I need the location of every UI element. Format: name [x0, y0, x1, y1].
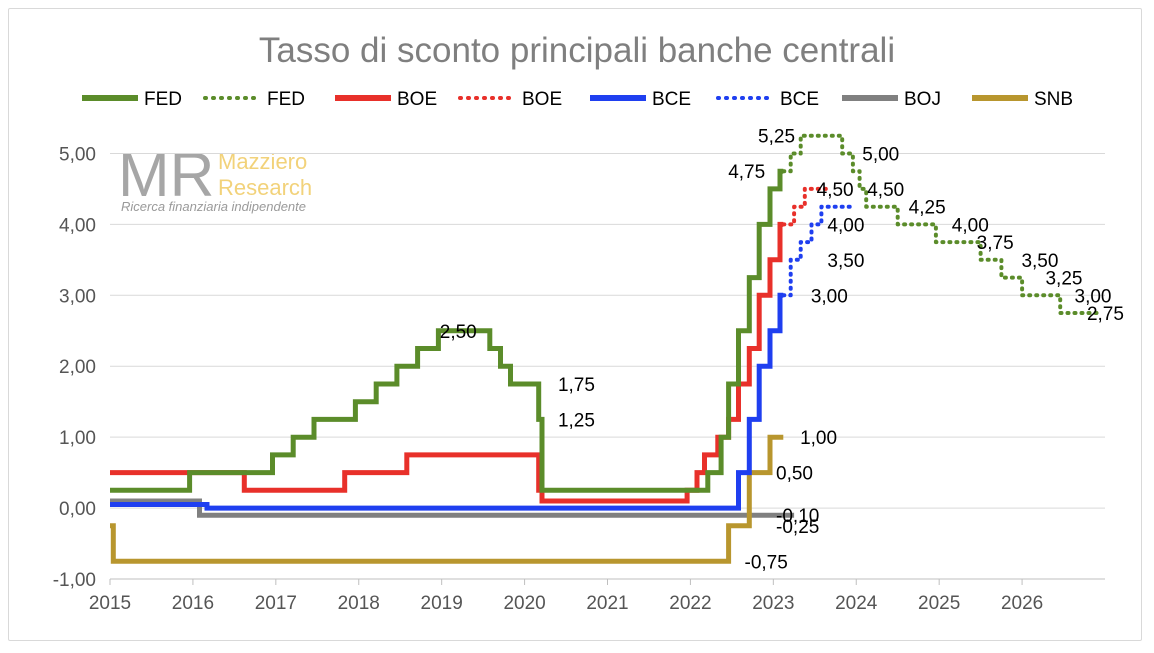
legend-label-fed: FED — [267, 89, 305, 110]
watermark-name-line1: Mazziero — [218, 149, 307, 174]
watermark-monogram: MR — [118, 141, 214, 210]
chart-title: Tasso di sconto principali banche centra… — [259, 31, 895, 70]
y-axis: -1,00 0,00 1,00 2,00 3,00 4,00 5,00 — [53, 144, 96, 591]
x-tick-label: 2025 — [918, 593, 960, 614]
x-tick-label: 2016 — [172, 593, 214, 614]
y-tick-label: 2,00 — [59, 357, 96, 378]
data-label: 1,75 — [558, 375, 595, 396]
x-tick-label: 2024 — [835, 593, 878, 614]
data-label: 4,50 — [817, 180, 854, 201]
legend-label-boe: BOE — [522, 89, 562, 110]
series-lines — [110, 133, 1099, 564]
series-boj-solid — [110, 498, 795, 518]
annotations: 5,255,004,754,50 4,504,254,00 4,003,753,50… — [440, 127, 1124, 574]
legend: FED FED BOE BOE BCE BCE BOJ SNB — [82, 89, 1073, 110]
data-label: 3,00 — [811, 286, 848, 307]
x-tick-label: 2026 — [1001, 593, 1043, 614]
y-tick-label: 4,00 — [59, 215, 96, 236]
series-fed-solid — [110, 168, 784, 493]
y-tick-label: 5,00 — [59, 144, 96, 165]
x-tick-label: 2018 — [338, 593, 380, 614]
series-bce-dotted — [781, 204, 855, 298]
data-label: -0,10 — [776, 506, 819, 527]
x-tick-label: 2015 — [89, 593, 131, 614]
x-tick-label: 2019 — [421, 593, 463, 614]
x-tick-label: 2023 — [752, 593, 794, 614]
data-label: 2,75 — [1087, 304, 1124, 325]
x-tick-label: 2022 — [669, 593, 711, 614]
data-label: 1,25 — [558, 410, 595, 431]
y-tick-label: 0,00 — [59, 499, 96, 520]
legend-label-fed: FED — [144, 89, 182, 110]
series-snb-solid — [110, 434, 784, 564]
data-label: 0,50 — [776, 464, 813, 485]
data-label: 3,75 — [977, 233, 1014, 254]
data-label: 3,50 — [1021, 251, 1058, 272]
data-label: 1,00 — [800, 428, 837, 449]
legend-label-snb: SNB — [1034, 89, 1073, 110]
data-label: 4,50 — [867, 180, 904, 201]
y-tick-label: 3,00 — [59, 286, 96, 307]
data-label: 5,25 — [758, 127, 795, 148]
data-label: 3,50 — [827, 251, 864, 272]
series-bce-solid — [110, 292, 784, 511]
watermark-tagline: Ricerca finanziaria indipendente — [121, 199, 306, 214]
data-label: -0,25 — [776, 517, 819, 538]
data-label: 4,00 — [952, 215, 989, 236]
x-tick-label: 2020 — [503, 593, 545, 614]
data-label: 3,25 — [1045, 269, 1082, 290]
x-tick-label: 2021 — [586, 593, 628, 614]
data-label: 5,00 — [862, 144, 899, 165]
chart-frame — [8, 8, 1142, 641]
data-label: 2,50 — [440, 322, 477, 343]
data-label: 4,25 — [909, 198, 946, 219]
series-boe-dotted — [781, 186, 830, 227]
x-axis: 2015 2016 2017 2018 2019 2020 2021 2022 2023 2024… — [89, 578, 1105, 614]
watermark-name-line2: Research — [218, 175, 312, 200]
legend-label-boe: BOE — [397, 89, 437, 110]
legend-label-bce: BCE — [652, 89, 691, 110]
y-tick-label: 1,00 — [59, 428, 96, 449]
data-label: 4,75 — [728, 162, 765, 183]
data-label: -0,75 — [745, 552, 788, 573]
series-boe-solid — [110, 221, 784, 504]
data-label: 3,00 — [1075, 286, 1112, 307]
x-tick-label: 2017 — [255, 593, 297, 614]
data-label: 4,00 — [827, 215, 864, 236]
legend-label-bce: BCE — [780, 89, 819, 110]
watermark-logo: MR Mazziero Research Ricerca finanziaria… — [118, 141, 312, 214]
legend-label-boj: BOJ — [904, 89, 941, 110]
series-fed-dotted — [781, 133, 1099, 315]
y-tick-label: -1,00 — [53, 570, 96, 591]
